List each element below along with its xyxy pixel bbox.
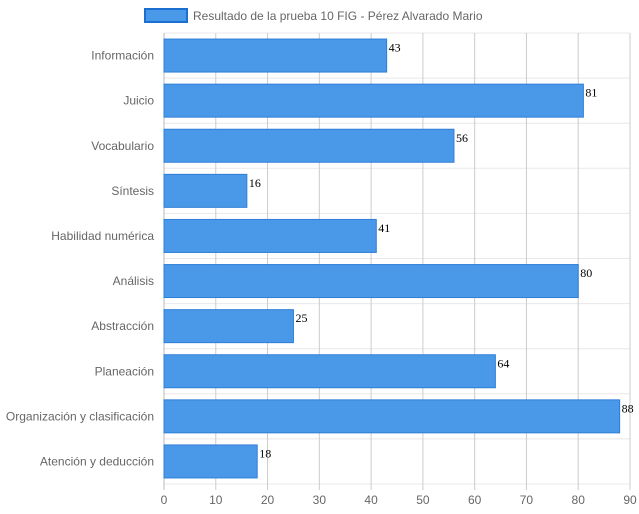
axes: 0 10 20 30 40 50 60 70 80 90 Información Juicio Voca… — [6, 49, 637, 507]
x-tick-label: 50 — [416, 493, 430, 507]
x-tick-label: 20 — [261, 493, 275, 507]
category-label: Planeación — [95, 364, 154, 378]
bar[interactable] — [163, 399, 621, 434]
legend-swatch — [144, 8, 188, 23]
category-label: Análisis — [113, 274, 154, 288]
bar[interactable] — [163, 83, 584, 118]
bar[interactable] — [163, 218, 377, 253]
category-label: Síntesis — [111, 184, 154, 198]
category-label: Atención y deducción — [40, 454, 154, 468]
data-label: 80 — [580, 266, 592, 280]
data-label: 25 — [295, 311, 307, 325]
category-label: Vocabulario — [91, 139, 154, 153]
bars: 43 81 56 16 41 80 25 64 88 18 — [163, 38, 634, 479]
x-tick-label: 10 — [209, 493, 223, 507]
data-label: 18 — [259, 446, 271, 460]
data-label: 56 — [456, 131, 468, 145]
x-tick-label: 60 — [468, 493, 482, 507]
bar[interactable] — [163, 444, 258, 479]
data-label: 81 — [585, 86, 597, 100]
bar[interactable] — [163, 173, 248, 208]
bar[interactable] — [163, 38, 388, 73]
x-tick-label: 80 — [572, 493, 586, 507]
legend[interactable]: Resultado de la prueba 10 FIG - Pérez Al… — [144, 8, 483, 23]
category-label: Información — [91, 49, 154, 63]
category-label: Habilidad numérica — [51, 229, 154, 243]
x-tick-label: 40 — [364, 493, 378, 507]
category-label: Abstracción — [91, 319, 154, 333]
bar[interactable] — [163, 128, 455, 163]
legend-label: Resultado de la prueba 10 FIG - Pérez Al… — [193, 9, 483, 23]
data-label: 43 — [389, 41, 401, 55]
category-label: Juicio — [123, 94, 154, 108]
bar[interactable] — [163, 309, 294, 344]
category-label: Organización y clasificación — [6, 409, 154, 423]
data-label: 16 — [249, 176, 261, 190]
bar[interactable] — [163, 354, 496, 389]
bar[interactable] — [163, 264, 579, 299]
x-tick-label: 0 — [161, 493, 168, 507]
x-tick-label: 30 — [313, 493, 327, 507]
x-tick-label: 70 — [520, 493, 534, 507]
data-label: 64 — [497, 356, 509, 370]
data-label: 88 — [622, 401, 634, 415]
x-tick-label: 90 — [623, 493, 637, 507]
data-label: 41 — [378, 221, 390, 235]
